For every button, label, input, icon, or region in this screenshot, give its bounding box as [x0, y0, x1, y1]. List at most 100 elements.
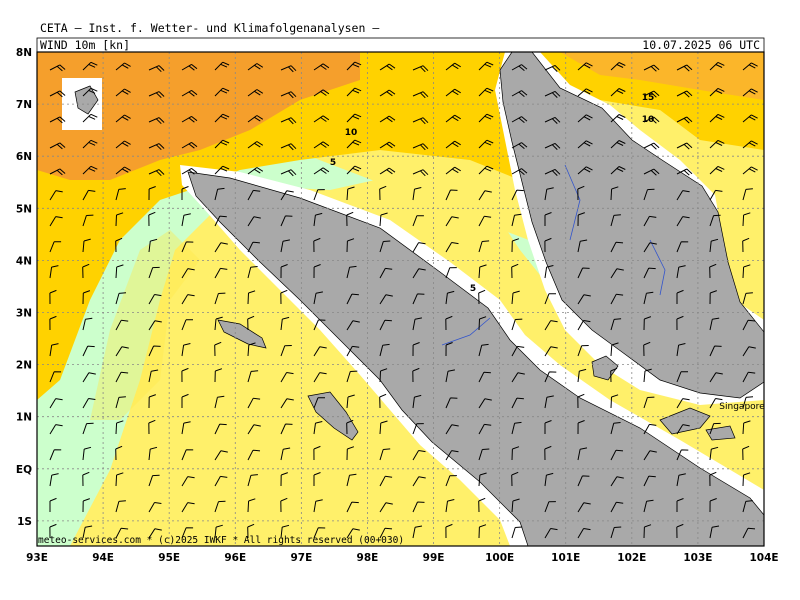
wind-barb: [544, 187, 554, 201]
wind-barb: [610, 88, 626, 97]
wind-barb: [214, 368, 223, 383]
wind-barb: [742, 140, 758, 149]
wind-barb: [181, 268, 195, 279]
wind-barb: [511, 471, 519, 487]
wind-barb: [313, 346, 327, 357]
wind-barb: [379, 343, 390, 357]
wind-barb: [214, 395, 225, 409]
wind-barb: [412, 525, 423, 539]
wind-barb: [412, 450, 426, 461]
wind-barb: [280, 398, 294, 409]
wind-barb: [148, 117, 165, 125]
speed-fill: [560, 52, 764, 100]
wind-barb: [280, 169, 297, 177]
wind-barb: [742, 500, 753, 513]
wind-barb: [49, 116, 66, 124]
wind-barb: [742, 166, 758, 175]
wind-barb: [577, 88, 593, 97]
wind-barb: [214, 292, 226, 305]
header-title: CETA — Inst. f. Wetter- und Klimafolgena…: [40, 21, 379, 35]
wind-barb: [709, 345, 722, 357]
wind-barb: [709, 214, 721, 227]
lon-label: 103E: [683, 552, 712, 564]
wind-barb: [544, 420, 552, 434]
island: [307, 391, 359, 441]
wind-barb: [478, 497, 486, 513]
lat-label: 4N: [16, 255, 32, 267]
wind-barb: [379, 63, 396, 71]
wind-barb: [544, 116, 561, 124]
wind-barb: [49, 241, 62, 253]
wind-barb: [412, 317, 422, 331]
wind-barb: [676, 424, 690, 435]
wind-barb: [577, 114, 593, 123]
lat-label: 3N: [16, 308, 32, 320]
wind-barb: [445, 315, 453, 331]
wind-barb: [49, 398, 63, 409]
wind-barb: [544, 212, 552, 226]
lon-label: 95E: [158, 552, 180, 564]
wind-barb: [742, 292, 753, 305]
wind-barb: [148, 345, 161, 357]
wind-barb: [313, 141, 330, 149]
wind-barb: [709, 61, 725, 71]
speed-fill: [490, 240, 764, 470]
wind-barb: [148, 474, 160, 487]
wind-barb: [181, 343, 191, 357]
wind-barb: [82, 263, 90, 279]
wind-barb: [511, 498, 520, 513]
wind-barb: [214, 316, 223, 331]
wind-barb: [49, 473, 59, 487]
valid-time: 10.07.2025 06 UTC: [642, 38, 760, 52]
wind-barb: [49, 315, 57, 331]
wind-barb: [742, 264, 751, 279]
wind-barb: [478, 472, 487, 487]
wind-barb: [115, 371, 129, 383]
wind-barb: [148, 419, 156, 435]
wind-barb: [49, 216, 63, 227]
wind-barb: [643, 291, 654, 305]
wind-barb: [676, 168, 693, 176]
wind-barb: [445, 216, 459, 227]
wind-barb: [82, 87, 98, 97]
wind-barb: [544, 64, 561, 72]
wind-barb: [181, 393, 189, 408]
wind-barb: [478, 113, 494, 123]
lat-label: 5N: [16, 203, 32, 215]
lat-label: 8N: [16, 47, 32, 59]
axis-labels: 93E 94E 95E 96E 97E 98E 99E 100E 101E 102E 103E 104…: [16, 47, 779, 564]
contour-label: 5: [470, 284, 476, 294]
wind-barb: [577, 140, 593, 149]
contour-label: 10: [345, 128, 358, 138]
wind-barb: [346, 139, 362, 149]
wind-barb: [247, 141, 264, 149]
lon-label: 94E: [92, 552, 114, 564]
wind-barb: [247, 424, 261, 435]
wind-barb: [676, 142, 693, 150]
wind-barb: [280, 447, 291, 461]
wind-barb: [511, 263, 519, 279]
wind-barb: [676, 473, 686, 487]
wind-barb: [247, 342, 256, 357]
wind-barb: [313, 372, 327, 383]
wind-barb: [82, 290, 91, 305]
lat-label: 6N: [16, 151, 32, 163]
contour-label: 10: [642, 115, 655, 125]
place-label: Singapore: [719, 402, 765, 412]
wind-barb: [181, 476, 195, 487]
wind-barb: [379, 475, 393, 487]
wind-barb: [49, 142, 66, 150]
wind-barb: [181, 186, 189, 200]
lon-label: 99E: [423, 552, 445, 564]
wind-barb: [49, 190, 63, 201]
wind-barb: [511, 526, 523, 539]
wind-barb: [412, 423, 424, 435]
wind-barb: [643, 396, 655, 409]
wind-barb: [643, 242, 657, 253]
wind-barb: [577, 420, 585, 435]
wind-barb: [478, 423, 492, 435]
wind-barb: [676, 265, 686, 279]
wind-barb: [676, 216, 690, 227]
wind-barb: [610, 501, 624, 513]
wind-barb: [82, 165, 98, 175]
